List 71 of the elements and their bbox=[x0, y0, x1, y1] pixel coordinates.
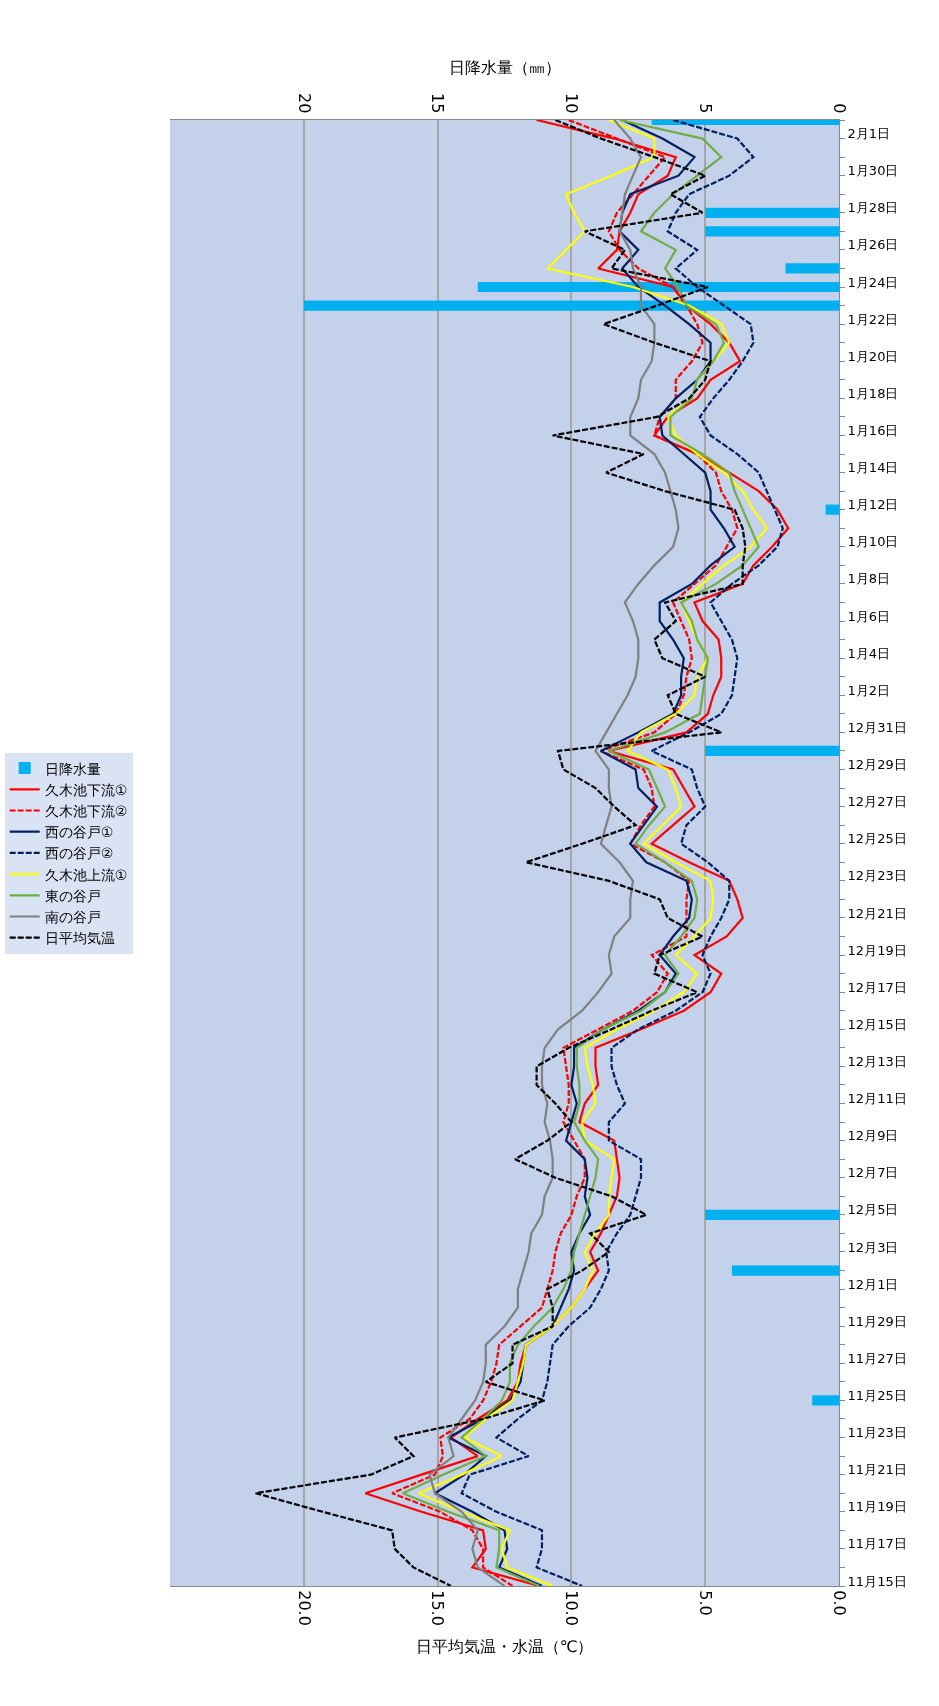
bar bbox=[812, 1395, 839, 1406]
x-tick-label: 15.0 bbox=[428, 1590, 448, 1626]
y-tick-label: 11月21日 bbox=[847, 1462, 907, 1478]
bar bbox=[705, 1209, 839, 1220]
y-tick-label: 1月6日 bbox=[847, 608, 891, 624]
x-axis-title: 日平均気温・水温（℃） bbox=[415, 1636, 594, 1656]
y-tick-label: 1月12日 bbox=[847, 497, 899, 513]
bar bbox=[731, 1265, 839, 1276]
y-tick-label: 1月8日 bbox=[847, 571, 891, 587]
y-tick-label: 1月4日 bbox=[847, 645, 891, 661]
bar bbox=[825, 504, 839, 515]
x-tick-label: 10.0 bbox=[562, 1590, 582, 1626]
y-tick-label: 12月5日 bbox=[847, 1202, 899, 1218]
legend-label: 東の谷戸 bbox=[44, 887, 101, 904]
bar bbox=[705, 207, 839, 218]
legend-label: 久木池下流② bbox=[44, 802, 128, 819]
y-tick-label: 12月9日 bbox=[847, 1128, 899, 1144]
legend-label: 久木池下流① bbox=[44, 781, 128, 798]
y-tick-label: 12月1日 bbox=[847, 1276, 899, 1292]
y-tick-label: 12月19日 bbox=[847, 942, 907, 958]
legend-label: 西の谷戸① bbox=[44, 824, 114, 841]
legend-label: 日平均気温 bbox=[44, 930, 115, 947]
y-tick-label: 12月29日 bbox=[847, 757, 907, 773]
bar bbox=[705, 745, 839, 757]
x-tick-label: 5.0 bbox=[696, 1590, 715, 1616]
y-tick-label: 12月17日 bbox=[847, 979, 907, 995]
y-tick-label: 11月29日 bbox=[847, 1313, 907, 1329]
y-tick-label: 1月30日 bbox=[847, 163, 899, 179]
y-tick-label: 1月22日 bbox=[847, 311, 899, 327]
bar bbox=[303, 300, 839, 311]
x2-tick-label: 0 bbox=[829, 103, 849, 114]
y-tick-label: 1月24日 bbox=[847, 274, 899, 290]
legend-label: 日降水量 bbox=[44, 760, 101, 777]
legend-label: 西の谷戸② bbox=[44, 845, 114, 862]
bar bbox=[785, 263, 839, 274]
y-tick-label: 11月27日 bbox=[847, 1350, 907, 1366]
legend-label: 南の谷戸 bbox=[44, 908, 101, 925]
y-tick-label: 12月7日 bbox=[847, 1165, 899, 1181]
y-tick-label: 12月3日 bbox=[847, 1239, 899, 1255]
legend-label: 久木池上流① bbox=[44, 866, 128, 883]
y-tick-label: 11月19日 bbox=[847, 1499, 907, 1515]
x2-axis-title: 日降水量（㎜） bbox=[448, 57, 561, 77]
y-tick-label: 1月10日 bbox=[847, 534, 899, 550]
x2-tick-label: 15 bbox=[428, 93, 448, 114]
y-tick-label: 11月17日 bbox=[847, 1536, 907, 1552]
y-tick-label: 12月11日 bbox=[847, 1091, 907, 1107]
x2-tick-label: 5 bbox=[696, 103, 715, 114]
y-tick-label: 12月31日 bbox=[847, 719, 907, 735]
y-tick-label: 11月23日 bbox=[847, 1425, 907, 1441]
y-tick-label: 1月2日 bbox=[847, 682, 891, 698]
y-tick-label: 12月25日 bbox=[847, 831, 907, 847]
y-tick-label: 11月25日 bbox=[847, 1387, 907, 1403]
y-tick-label: 1月14日 bbox=[847, 460, 899, 476]
y-tick-label: 12月23日 bbox=[847, 868, 907, 884]
y-tick-label: 1月28日 bbox=[847, 200, 899, 216]
y-tick-label: 2月1日 bbox=[847, 126, 891, 142]
x-tick-label: 20.0 bbox=[294, 1590, 314, 1626]
y-tick-label: 1月18日 bbox=[847, 385, 899, 401]
y-tick-label: 1月20日 bbox=[847, 348, 899, 364]
y-tick-label: 11月15日 bbox=[847, 1573, 907, 1589]
y-tick-label: 12月21日 bbox=[847, 905, 907, 921]
y-tick-label: 12月27日 bbox=[847, 794, 907, 810]
y-tick-label: 1月16日 bbox=[847, 423, 899, 439]
x2-tick-label: 10 bbox=[562, 93, 582, 114]
x2-tick-label: 20 bbox=[294, 93, 314, 114]
x-tick-label: 0.0 bbox=[829, 1590, 849, 1616]
y-tick-label: 12月13日 bbox=[847, 1053, 907, 1069]
y-tick-label: 12月15日 bbox=[847, 1016, 907, 1032]
bar bbox=[477, 281, 839, 293]
y-tick-label: 1月26日 bbox=[847, 237, 899, 253]
bar bbox=[705, 226, 839, 237]
